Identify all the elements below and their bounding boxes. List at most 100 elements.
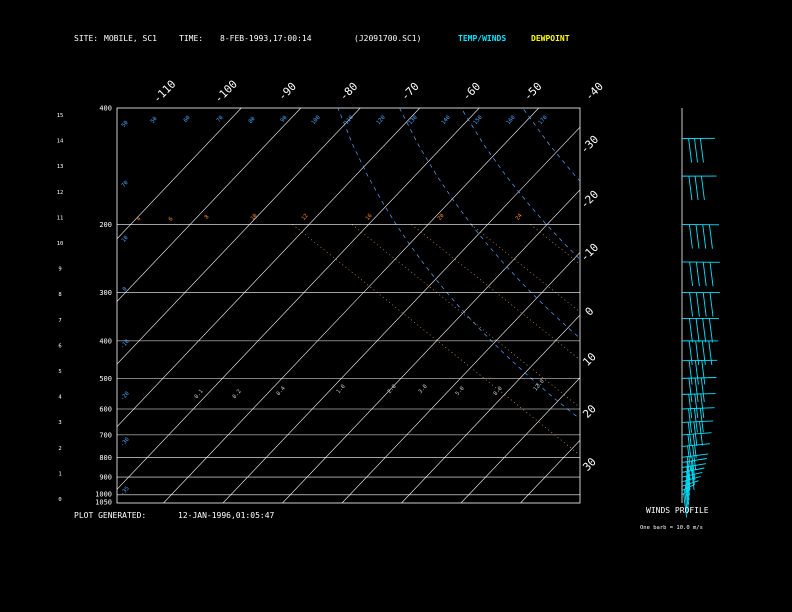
dry-adiabat [769, 108, 792, 503]
wind-barb-flag [694, 138, 698, 163]
dry-adiabat-label: 60 [183, 115, 192, 124]
dry-adiabat [646, 108, 792, 503]
background-lines [117, 108, 792, 503]
isotherm [117, 108, 301, 302]
wind-barb-flag [688, 408, 692, 433]
pressure-tick-label: 1050 [95, 499, 112, 507]
dry-adiabat-label: 50 [121, 120, 130, 129]
altitude-tick-label: 3 [58, 420, 61, 426]
pressure-tick-label: 700 [99, 431, 112, 439]
wind-barb-flag [694, 360, 699, 385]
isotherm [520, 439, 580, 503]
wind-barb-staff [681, 432, 712, 436]
mixing-ratio-label: 12 [301, 213, 310, 222]
legend-dewpoint: DEWPOINT [531, 34, 570, 43]
wind-barb-flag [700, 176, 705, 201]
wind-barb-flag [687, 434, 692, 459]
mid-label: 2.0 [387, 384, 398, 395]
dry-adiabat [584, 108, 792, 503]
dry-adiabat-left-label: -35 [120, 486, 131, 497]
wind-barb-staff [681, 420, 714, 423]
temp-top-label: -80 [337, 80, 360, 103]
wind-barb-flag [699, 408, 704, 433]
isotherm [117, 108, 361, 365]
mid-label: 1.0 [336, 384, 347, 395]
dewpoint-profile [758, 108, 792, 495]
altitude-tick-label: 6 [58, 343, 61, 349]
dry-adiabat [522, 108, 580, 182]
mixing-ratio-label: 8 [204, 214, 211, 220]
wind-barb-flag [688, 340, 693, 365]
profiles [757, 108, 792, 495]
wind-barb-staff [681, 453, 709, 458]
dry-adiabat-label: 100 [311, 115, 322, 126]
dry-adiabat-label: 150 [473, 115, 484, 126]
altitude-tick-label: 7 [58, 318, 61, 324]
wind-barb-flag [688, 138, 693, 163]
legend-temp: TEMP/WINDS [458, 34, 506, 43]
wind-barb-flag [708, 318, 713, 343]
isotherm [163, 108, 539, 503]
wind-barb-flag [693, 421, 698, 446]
wind-barb-flag [690, 460, 695, 486]
isotherm [579, 502, 580, 503]
wind-barb-staff [681, 443, 710, 447]
dry-adiabat-label: 90 [280, 115, 289, 124]
wind-barb-flag [702, 318, 707, 343]
dry-adiabat-label: 160 [506, 115, 517, 126]
mid-label: 0.2 [232, 389, 243, 400]
wind-barb-staff [681, 476, 701, 483]
pressure-tick-label: 300 [99, 289, 112, 297]
mid-label: 5.0 [455, 386, 466, 397]
wind-barb-flag [692, 434, 697, 459]
winds-profile-note: One barb = 10.0 m/s [640, 525, 703, 531]
wind-barb-flag [709, 292, 714, 317]
dry-adiabat-left-label: 0 [122, 286, 129, 292]
wind-barb-flag [699, 138, 704, 163]
wind-barb-flag [695, 262, 700, 287]
wind-barb-flag [699, 421, 703, 446]
dry-adiabat [708, 108, 792, 503]
wind-barb-staff [681, 377, 717, 379]
wind-barb-staff [681, 393, 716, 395]
wind-barb-staff [681, 463, 707, 468]
wind-barb-flag [695, 340, 700, 365]
isotherm [222, 126, 580, 503]
mixing-ratio-line [747, 224, 792, 503]
wind-barb-flag [692, 445, 697, 470]
dry-adiabat-label: 130 [408, 115, 419, 126]
temp-top-label: -110 [151, 78, 179, 106]
wind-barb-flag [694, 377, 699, 403]
plot-generated-value: 12-JAN-1996,01:05:47 [178, 511, 275, 520]
altitude-tick-label: 2 [58, 446, 61, 452]
wind-barb-flag [687, 445, 692, 470]
dry-adiabat-label: 70 [216, 115, 225, 124]
temp-top-label: -70 [399, 80, 422, 103]
dry-adiabat-left-label: 10 [121, 235, 130, 244]
temp-right-label: -30 [578, 133, 601, 156]
pressure-tick-label: 200 [99, 221, 112, 229]
plot-frame [116, 107, 581, 504]
temp-right-label: -10 [578, 241, 601, 264]
altitude-tick-label: 15 [57, 113, 64, 119]
plot-generated-label: PLOT GENERATED: [74, 511, 146, 520]
isotherm [401, 314, 580, 503]
wind-barb-flag [683, 493, 688, 518]
dry-adiabat-label: 80 [248, 116, 257, 125]
pressure-tick-label: 600 [99, 405, 112, 413]
pressure-tick-label: 400 [99, 105, 112, 113]
wind-barb-flag [700, 393, 705, 418]
mixing-ratio-label: 20 [437, 213, 446, 222]
mixing-ratio-label: 24 [515, 212, 524, 221]
wind-barb-flag [689, 261, 694, 287]
wind-barb-flag [688, 318, 693, 343]
wind-barb-flag [695, 292, 700, 317]
temp-top-label: -100 [212, 78, 240, 106]
site-label: SITE: [74, 34, 98, 43]
time-label: TIME: [179, 34, 203, 43]
wind-barb-flag [689, 292, 694, 317]
wind-barb-flag [684, 489, 688, 514]
wind-barb-flag [688, 176, 693, 201]
wind-barb-flag [688, 224, 693, 249]
